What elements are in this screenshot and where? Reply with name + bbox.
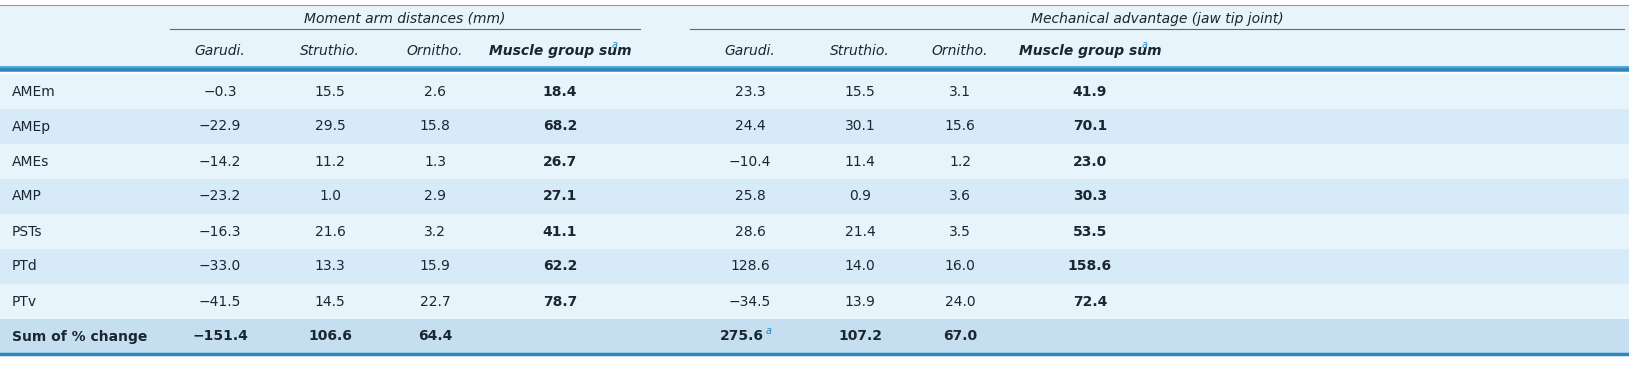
Text: Ornitho.: Ornitho. (407, 44, 463, 58)
Text: AMEm: AMEm (11, 84, 55, 99)
Text: −14.2: −14.2 (199, 154, 241, 169)
Text: Struthio.: Struthio. (831, 44, 889, 58)
Text: 13.3: 13.3 (314, 260, 345, 273)
Text: 64.4: 64.4 (417, 329, 453, 344)
Text: 53.5: 53.5 (1074, 225, 1108, 238)
Text: 15.9: 15.9 (420, 260, 451, 273)
Text: PTd: PTd (11, 260, 37, 273)
Text: AMEs: AMEs (11, 154, 49, 169)
Text: 11.4: 11.4 (844, 154, 875, 169)
Text: −41.5: −41.5 (199, 295, 241, 308)
Bar (0, 109, 1629, 144)
Text: 28.6: 28.6 (735, 225, 766, 238)
Text: PTv: PTv (11, 295, 37, 308)
Text: Ornitho.: Ornitho. (932, 44, 989, 58)
Text: −16.3: −16.3 (199, 225, 241, 238)
Text: 16.0: 16.0 (945, 260, 976, 273)
Text: 72.4: 72.4 (1074, 295, 1108, 308)
Text: Garudi.: Garudi. (725, 44, 775, 58)
Text: 62.2: 62.2 (542, 260, 577, 273)
Bar (0, 74, 1629, 109)
Text: 13.9: 13.9 (844, 295, 875, 308)
Text: 18.4: 18.4 (542, 84, 577, 99)
Text: 128.6: 128.6 (730, 260, 771, 273)
Text: 3.6: 3.6 (950, 189, 971, 204)
Text: 14.0: 14.0 (844, 260, 875, 273)
Text: −23.2: −23.2 (199, 189, 241, 204)
Text: 107.2: 107.2 (837, 329, 881, 344)
Text: Muscle group sum: Muscle group sum (1018, 44, 1161, 58)
Bar (0, 144, 1629, 179)
Text: Mechanical advantage (jaw tip joint): Mechanical advantage (jaw tip joint) (1031, 12, 1284, 25)
Text: 67.0: 67.0 (943, 329, 977, 344)
Text: 30.1: 30.1 (844, 119, 875, 134)
Text: 24.0: 24.0 (945, 295, 976, 308)
Text: 0.9: 0.9 (849, 189, 872, 204)
Text: Muscle group sum: Muscle group sum (489, 44, 632, 58)
Text: −10.4: −10.4 (728, 154, 771, 169)
Text: 2.6: 2.6 (424, 84, 446, 99)
Bar (0, 284, 1629, 319)
Text: −33.0: −33.0 (199, 260, 241, 273)
Text: 70.1: 70.1 (1074, 119, 1108, 134)
Text: 68.2: 68.2 (542, 119, 577, 134)
Bar (0, 214, 1629, 249)
Text: 275.6: 275.6 (720, 329, 764, 344)
Text: 24.4: 24.4 (735, 119, 766, 134)
Text: 26.7: 26.7 (542, 154, 577, 169)
Text: 3.1: 3.1 (950, 84, 971, 99)
Text: −0.3: −0.3 (204, 84, 236, 99)
Text: Sum of % change: Sum of % change (11, 329, 147, 344)
Text: 41.9: 41.9 (1074, 84, 1108, 99)
Text: AMP: AMP (11, 189, 42, 204)
Text: 3.5: 3.5 (950, 225, 971, 238)
Text: 15.5: 15.5 (314, 84, 345, 99)
Text: 158.6: 158.6 (1069, 260, 1113, 273)
Text: 22.7: 22.7 (420, 295, 450, 308)
Text: Garudi.: Garudi. (194, 44, 246, 58)
Text: 1.3: 1.3 (424, 154, 446, 169)
Text: 29.5: 29.5 (314, 119, 345, 134)
Text: 23.3: 23.3 (735, 84, 766, 99)
Text: 21.6: 21.6 (314, 225, 345, 238)
Text: 78.7: 78.7 (542, 295, 577, 308)
Text: 30.3: 30.3 (1074, 189, 1108, 204)
Text: 14.5: 14.5 (314, 295, 345, 308)
Text: 15.6: 15.6 (945, 119, 976, 134)
Text: a: a (613, 40, 617, 50)
Text: 11.2: 11.2 (314, 154, 345, 169)
Text: 21.4: 21.4 (844, 225, 875, 238)
Bar (0, 319, 1629, 354)
Text: 15.5: 15.5 (844, 84, 875, 99)
Text: 23.0: 23.0 (1074, 154, 1108, 169)
Text: 3.2: 3.2 (424, 225, 446, 238)
Text: a: a (766, 326, 772, 336)
Text: AMEp: AMEp (11, 119, 50, 134)
Text: Struthio.: Struthio. (300, 44, 360, 58)
Text: 1.0: 1.0 (319, 189, 340, 204)
Text: a: a (1142, 40, 1148, 50)
Text: 27.1: 27.1 (542, 189, 577, 204)
Text: 2.9: 2.9 (424, 189, 446, 204)
Text: −34.5: −34.5 (728, 295, 771, 308)
Text: 41.1: 41.1 (542, 225, 577, 238)
Bar (0, 249, 1629, 284)
Text: 106.6: 106.6 (308, 329, 352, 344)
Text: 1.2: 1.2 (950, 154, 971, 169)
Text: PSTs: PSTs (11, 225, 42, 238)
Text: 15.8: 15.8 (420, 119, 451, 134)
Text: 25.8: 25.8 (735, 189, 766, 204)
Text: −151.4: −151.4 (192, 329, 248, 344)
Text: Moment arm distances (mm): Moment arm distances (mm) (305, 12, 505, 25)
Text: −22.9: −22.9 (199, 119, 241, 134)
Bar (0, 5, 1629, 69)
Bar (0, 179, 1629, 214)
